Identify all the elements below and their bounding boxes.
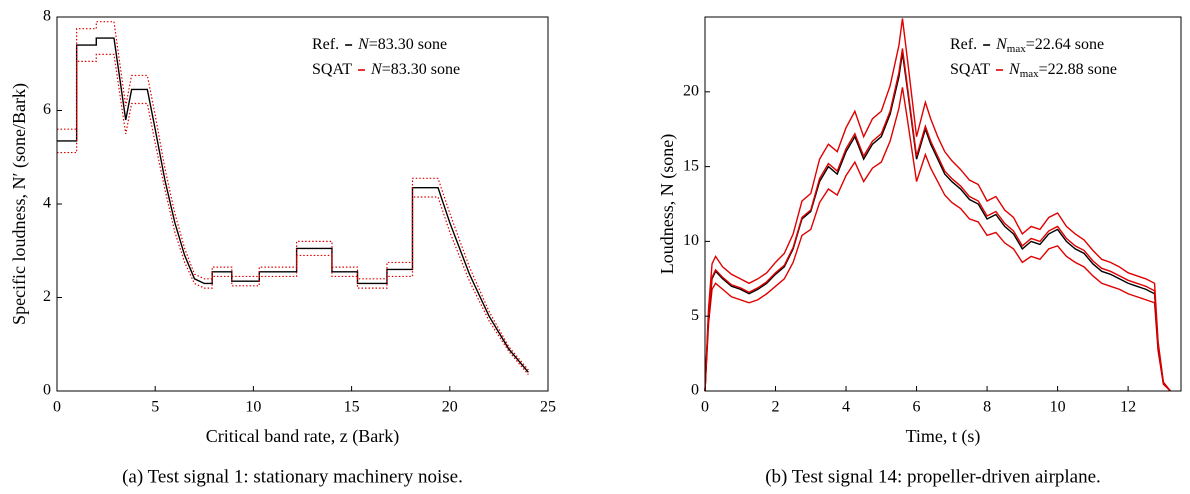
legend-name: SQAT (312, 61, 352, 78)
legend-value: Nmax=22.88 sone (1008, 61, 1117, 80)
legend-text: =83.30 sone (382, 61, 460, 78)
x-tick-label: 6 (913, 399, 921, 416)
x-tick-label: 5 (151, 399, 159, 416)
legend-value: N=83.30 sone (357, 36, 447, 53)
legend-symbol: N (995, 36, 1008, 53)
x-tick-label: 8 (983, 399, 991, 416)
y-tick-label: 0 (691, 382, 699, 399)
legend-name: SQAT (950, 61, 990, 78)
legend-symbol: N (370, 61, 383, 78)
x-tick-label: 20 (442, 399, 458, 416)
legend-name: Ref. (312, 36, 339, 53)
legend-name: Ref. (950, 36, 977, 53)
plot-frame (56, 16, 549, 392)
legend-subscript: max (1007, 43, 1026, 55)
x-tick-label: 10 (1050, 399, 1066, 416)
y-tick-label: 0 (43, 382, 51, 399)
data-line (57, 37, 529, 373)
x-tick-label: 0 (701, 399, 709, 416)
y-tick-label: 2 (43, 288, 51, 305)
y-tick-label: 15 (683, 157, 699, 174)
plot-frame (704, 16, 1182, 392)
y-tick-label: 20 (683, 82, 699, 99)
legend-text: =83.30 sone (369, 36, 447, 53)
legend-text: =22.88 sone (1039, 61, 1117, 78)
y-axis-label: Specific loudness, N′ (sone/Bark) (9, 83, 30, 325)
y-tick-label: 4 (43, 195, 51, 212)
x-tick-label: 2 (772, 399, 780, 416)
x-tick-label: 4 (842, 399, 850, 416)
y-tick-label: 8 (43, 8, 51, 25)
legend-text: =22.64 sone (1026, 36, 1104, 53)
x-axis-label: Critical band rate, z (Bark) (206, 426, 399, 447)
legend-value: N=83.30 sone (370, 61, 460, 78)
y-tick-label: 10 (683, 232, 699, 249)
data-line (704, 48, 1171, 392)
caption: (b) Test signal 14: propeller-driven air… (765, 466, 1101, 487)
legend-label: Ref. (950, 36, 977, 53)
legend-label: Ref. (312, 36, 339, 53)
y-tick-label: 5 (691, 307, 699, 324)
data-line (704, 18, 1171, 392)
caption: (a) Test signal 1: stationary machinery … (122, 466, 463, 487)
data-line (57, 53, 529, 376)
legend-symbol: N (1008, 61, 1021, 78)
y-tick-label: 6 (43, 101, 51, 118)
x-axis-label: Time, t (s) (906, 426, 981, 447)
x-tick-label: 15 (344, 399, 360, 416)
x-tick-label: 0 (53, 399, 61, 416)
legend-symbol: N (357, 36, 370, 53)
x-tick-label: 10 (245, 399, 261, 416)
data-line (704, 52, 1171, 392)
legend-label: SQAT (312, 61, 352, 78)
legend-label: SQAT (950, 61, 990, 78)
legend-value: Nmax=22.64 sone (995, 36, 1104, 55)
y-axis-label: Loudness, N (sone) (657, 134, 678, 274)
x-tick-label: 12 (1120, 399, 1136, 416)
data-line (704, 87, 1171, 392)
x-tick-label: 25 (540, 399, 556, 416)
legend-subscript: max (1020, 68, 1039, 80)
